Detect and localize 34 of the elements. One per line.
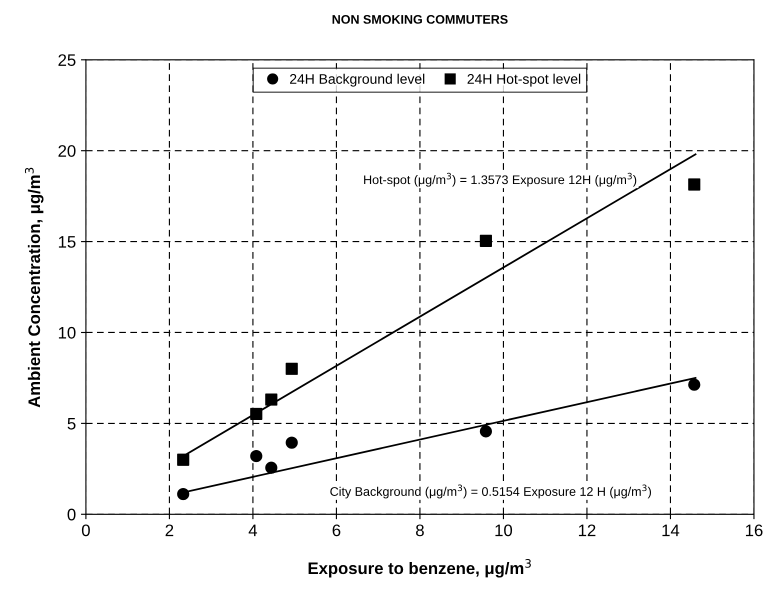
point	[177, 454, 190, 466]
x-tick-label: 16	[746, 524, 762, 536]
chart-title: NON SMOKING COMMUTERS	[332, 14, 508, 24]
point	[480, 425, 492, 438]
annotation: Hot-spot (μg/m$^{3}$) = 1.3573 Exposure 12H (μg/m$^{3}$)	[364, 172, 636, 187]
point	[265, 393, 278, 406]
x-tick-label: 8	[416, 524, 424, 536]
y-tick-label: 5	[68, 418, 76, 430]
point	[688, 378, 700, 391]
x-tick-label: 2	[166, 524, 174, 536]
point	[177, 488, 190, 500]
x-tick-label: 10	[495, 524, 512, 536]
legend-label: 24H Hot-spot level	[468, 74, 580, 87]
y-tick-label: 25	[58, 54, 76, 66]
x-tick-label: 0	[82, 524, 90, 536]
point	[286, 362, 298, 375]
point	[250, 408, 262, 420]
y-tick-label: 20	[58, 145, 76, 157]
point	[480, 234, 492, 247]
x-axis-title: Exposure to benzene, μg/m$^{3}$	[308, 558, 531, 578]
x-tick-label: 12	[578, 524, 596, 536]
y-tick-label: 10	[58, 326, 76, 339]
y-tick-label: 0	[68, 508, 76, 520]
legend-label: 24H Background level	[290, 74, 424, 87]
point	[265, 462, 278, 474]
x-tick-label: 14	[662, 524, 680, 536]
y-tick-label: 15	[58, 236, 76, 248]
annotation: City Background (μg/m$^{3}$) = 0.5154 Exposure 12 H (μg/m$^{3}$)	[330, 484, 651, 498]
point	[250, 450, 262, 462]
y-axis-title: Ambient Concentration, μg/m$^{3}$	[24, 168, 44, 408]
x-tick-label: 6	[332, 524, 340, 536]
point	[688, 178, 700, 191]
x-tick-label: 4	[248, 524, 258, 536]
point	[286, 436, 298, 449]
